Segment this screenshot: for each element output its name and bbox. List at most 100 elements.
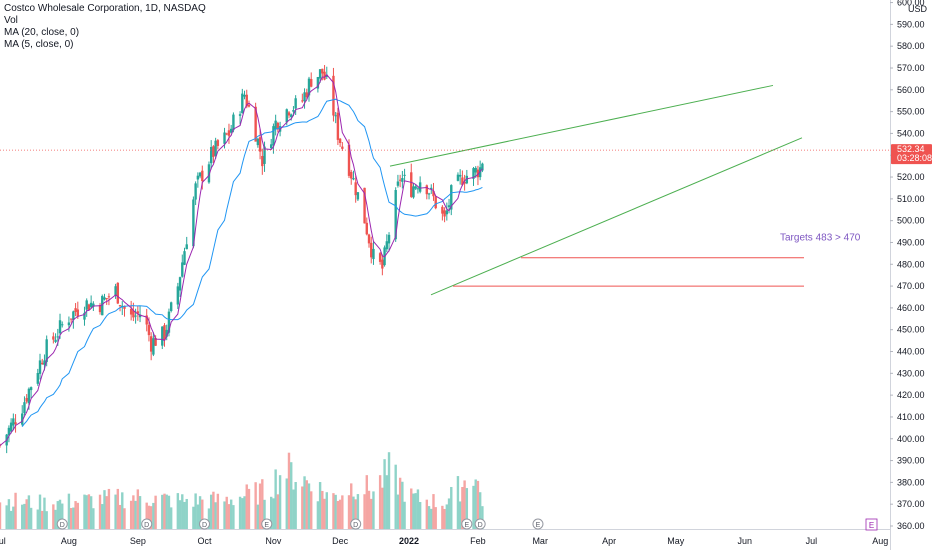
volume-bar: [9, 510, 13, 529]
volume-bar: [238, 496, 242, 529]
candle-body: [398, 179, 402, 181]
volume-bar: [445, 504, 449, 529]
y-tick-label: 410.00: [897, 412, 925, 422]
trend-drawings[interactable]: Targets 483 > 470: [389, 84, 861, 296]
event-marker-label: E: [536, 522, 541, 529]
candle-body: [427, 193, 431, 195]
candle-body: [38, 360, 42, 374]
candle-body: [261, 155, 264, 167]
x-tick-label: Dec: [332, 536, 349, 546]
candle-body: [325, 74, 328, 77]
volume-bar: [350, 483, 353, 529]
lower-trendline: [430, 137, 803, 296]
candle-body: [412, 186, 415, 198]
candle-body: [461, 177, 464, 185]
candle-body: [285, 109, 288, 123]
volume-bar: [183, 501, 186, 529]
candle-body: [305, 92, 308, 98]
y-tick-label: 490.00: [897, 237, 925, 247]
x-tick-label: Feb: [470, 536, 486, 546]
volume-bar: [301, 486, 304, 529]
x-tick-label: Jul: [806, 536, 818, 546]
volume-bar: [476, 480, 480, 529]
candle-body: [352, 178, 355, 180]
volume-bar: [332, 493, 335, 529]
volume-bar: [478, 492, 482, 529]
volume-bar: [425, 499, 429, 529]
candle-body: [52, 336, 55, 340]
candle-body: [287, 112, 291, 116]
y-tick-label: 510.00: [897, 194, 925, 204]
volume-bar: [196, 504, 200, 529]
candle-body: [181, 262, 184, 277]
volume-bar: [458, 501, 462, 529]
candle-body: [396, 181, 400, 186]
candle-body: [316, 76, 320, 89]
y-tick-label: 430.00: [897, 368, 925, 378]
candle-body: [232, 114, 235, 131]
candle-body: [318, 69, 322, 79]
candle-body: [443, 210, 446, 217]
volume-bar: [318, 482, 322, 529]
candle-body: [9, 422, 13, 432]
candle-body: [307, 78, 311, 96]
candle-body: [363, 187, 366, 224]
candle-body: [12, 418, 15, 426]
candle-body: [416, 188, 420, 190]
volume-bar: [325, 492, 328, 529]
volume-bar: [67, 493, 71, 529]
candle-body: [25, 397, 28, 402]
volume-bar: [27, 495, 31, 529]
volume-bar: [209, 494, 213, 529]
volume-bar: [463, 480, 466, 529]
volume-bar: [136, 489, 140, 529]
volume-bar: [381, 487, 384, 529]
volume-bar: [247, 488, 251, 529]
candle-body: [447, 205, 451, 208]
y-tick-label: 360.00: [897, 521, 925, 531]
volume-bar: [181, 494, 184, 529]
volume-bar: [385, 475, 389, 529]
candle-body: [387, 234, 391, 244]
volume-bar: [307, 483, 311, 529]
volume-bar: [303, 476, 306, 529]
event-marker-label: D: [144, 522, 149, 529]
candle-body: [458, 174, 462, 177]
candle-body: [176, 286, 180, 305]
candle-body: [154, 337, 157, 346]
candle-body: [476, 169, 480, 178]
volume-bar: [149, 506, 153, 529]
candle-body: [74, 308, 77, 313]
volume-bar: [398, 477, 402, 529]
candle-body: [92, 303, 95, 307]
candle-body: [229, 128, 233, 133]
volume-legend[interactable]: Vol: [4, 15, 18, 26]
candle-body: [212, 146, 215, 157]
y-tick-label: 590.00: [897, 19, 925, 29]
ma5-legend[interactable]: MA (5, close, 0): [4, 39, 74, 50]
candle-body: [107, 296, 111, 298]
volume-bar: [474, 479, 477, 529]
volume-bar: [121, 492, 124, 529]
volume-bar: [176, 493, 180, 529]
candle-body: [149, 336, 153, 352]
candle-body: [98, 304, 102, 313]
y-tick-label: 380.00: [897, 477, 925, 487]
volume-bar: [365, 475, 368, 529]
volume-bar: [241, 498, 244, 529]
candle-body: [414, 186, 417, 189]
volume-bar: [401, 481, 404, 529]
y-tick-label: 460.00: [897, 303, 925, 313]
candle-body: [258, 137, 262, 152]
volume-bar: [152, 502, 155, 529]
volume-bar: [52, 504, 55, 529]
candle-body: [301, 100, 304, 102]
volume-bar: [261, 479, 264, 529]
volume-bar: [227, 504, 231, 529]
symbol-title[interactable]: Costco Wholesale Corporation, 1D, NASDAQ: [4, 3, 206, 14]
volume-bar: [129, 500, 133, 529]
volume-bar: [165, 494, 168, 529]
ma20-legend[interactable]: MA (20, close, 0): [4, 27, 80, 38]
candle-body: [381, 259, 384, 269]
